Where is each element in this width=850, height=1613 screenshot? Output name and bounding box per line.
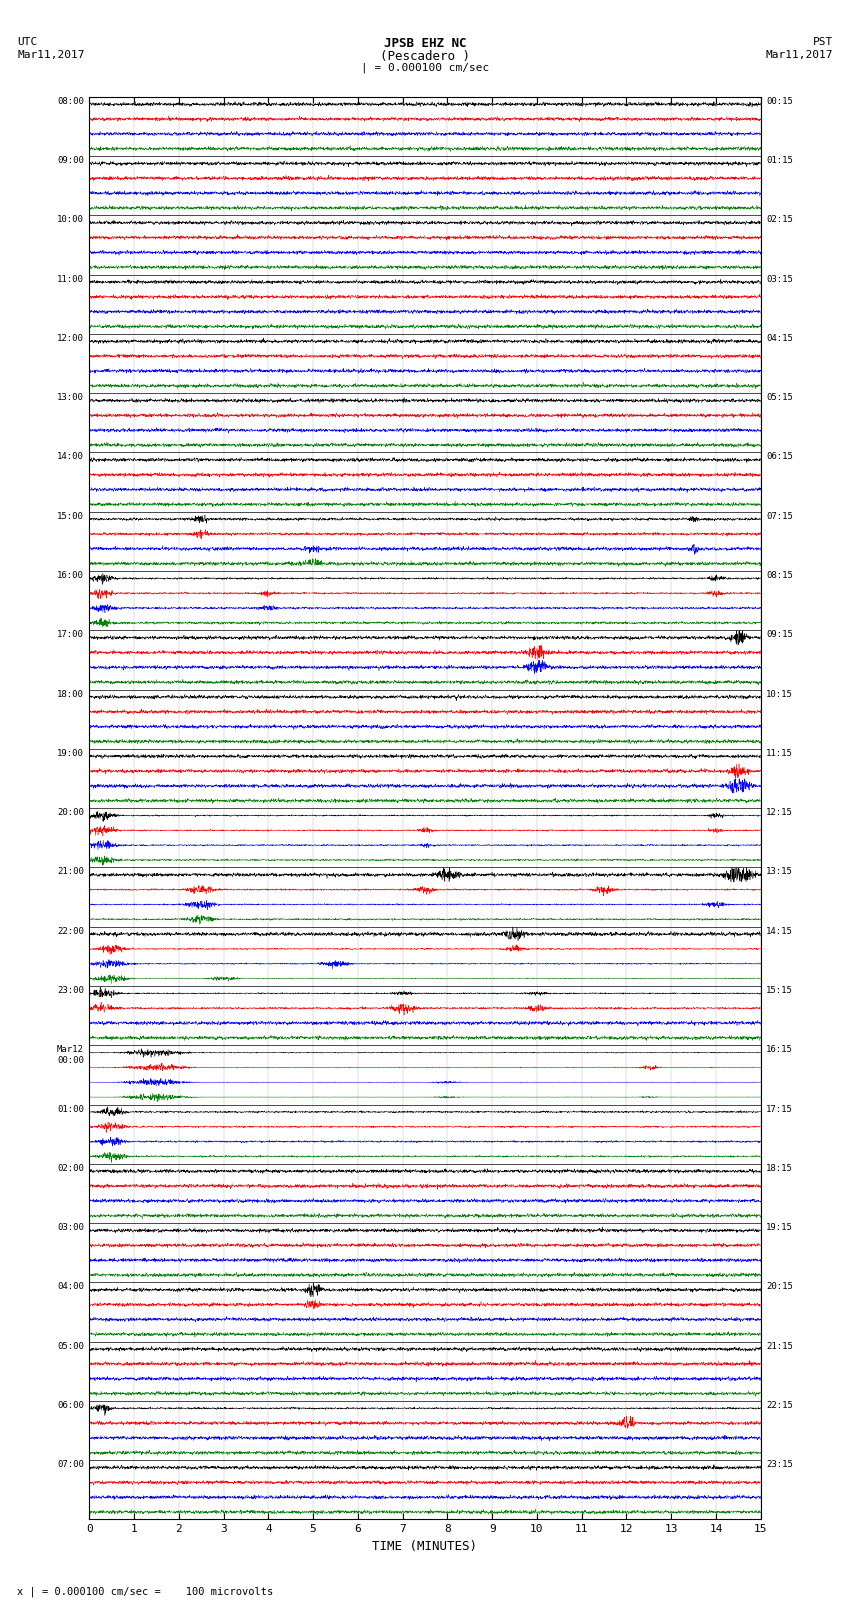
Text: 16:00: 16:00	[57, 571, 84, 581]
Text: 11:00: 11:00	[57, 274, 84, 284]
Text: 19:15: 19:15	[766, 1223, 793, 1232]
Text: (Pescadero ): (Pescadero )	[380, 50, 470, 63]
Text: 17:15: 17:15	[766, 1105, 793, 1113]
Text: 15:15: 15:15	[766, 986, 793, 995]
Text: 11:15: 11:15	[766, 748, 793, 758]
Text: 22:00: 22:00	[57, 926, 84, 936]
Text: 07:15: 07:15	[766, 511, 793, 521]
Text: 19:00: 19:00	[57, 748, 84, 758]
Text: 00:15: 00:15	[766, 97, 793, 106]
Text: JPSB EHZ NC: JPSB EHZ NC	[383, 37, 467, 50]
Text: 06:15: 06:15	[766, 453, 793, 461]
Text: 03:00: 03:00	[57, 1223, 84, 1232]
Text: 14:00: 14:00	[57, 453, 84, 461]
Text: 15:00: 15:00	[57, 511, 84, 521]
Text: 01:15: 01:15	[766, 156, 793, 165]
Text: 09:00: 09:00	[57, 156, 84, 165]
Text: 05:15: 05:15	[766, 394, 793, 402]
Text: 18:15: 18:15	[766, 1165, 793, 1173]
Text: 02:00: 02:00	[57, 1165, 84, 1173]
Text: 04:00: 04:00	[57, 1282, 84, 1292]
Text: Mar11,2017: Mar11,2017	[17, 50, 84, 60]
Text: | = 0.000100 cm/sec: | = 0.000100 cm/sec	[361, 63, 489, 74]
Text: 20:15: 20:15	[766, 1282, 793, 1292]
Text: 08:00: 08:00	[57, 97, 84, 106]
Text: 14:15: 14:15	[766, 926, 793, 936]
Text: UTC: UTC	[17, 37, 37, 47]
Text: 17:00: 17:00	[57, 631, 84, 639]
Text: 08:15: 08:15	[766, 571, 793, 581]
Text: 10:00: 10:00	[57, 215, 84, 224]
Text: 22:15: 22:15	[766, 1400, 793, 1410]
Text: 21:00: 21:00	[57, 868, 84, 876]
Text: 20:00: 20:00	[57, 808, 84, 818]
Text: 10:15: 10:15	[766, 690, 793, 698]
Text: 09:15: 09:15	[766, 631, 793, 639]
Text: x | = 0.000100 cm/sec =    100 microvolts: x | = 0.000100 cm/sec = 100 microvolts	[17, 1586, 273, 1597]
Text: 07:00: 07:00	[57, 1460, 84, 1469]
Text: 06:00: 06:00	[57, 1400, 84, 1410]
X-axis label: TIME (MINUTES): TIME (MINUTES)	[372, 1540, 478, 1553]
Text: 12:00: 12:00	[57, 334, 84, 344]
Text: 03:15: 03:15	[766, 274, 793, 284]
Text: 23:00: 23:00	[57, 986, 84, 995]
Text: 21:15: 21:15	[766, 1342, 793, 1350]
Text: 13:15: 13:15	[766, 868, 793, 876]
Text: 01:00: 01:00	[57, 1105, 84, 1113]
Text: 13:00: 13:00	[57, 394, 84, 402]
Text: PST: PST	[813, 37, 833, 47]
Text: Mar11,2017: Mar11,2017	[766, 50, 833, 60]
Text: Mar12
00:00: Mar12 00:00	[57, 1045, 84, 1065]
Text: 02:15: 02:15	[766, 215, 793, 224]
Text: 18:00: 18:00	[57, 690, 84, 698]
Text: 16:15: 16:15	[766, 1045, 793, 1055]
Text: 04:15: 04:15	[766, 334, 793, 344]
Text: 05:00: 05:00	[57, 1342, 84, 1350]
Text: 23:15: 23:15	[766, 1460, 793, 1469]
Text: 12:15: 12:15	[766, 808, 793, 818]
